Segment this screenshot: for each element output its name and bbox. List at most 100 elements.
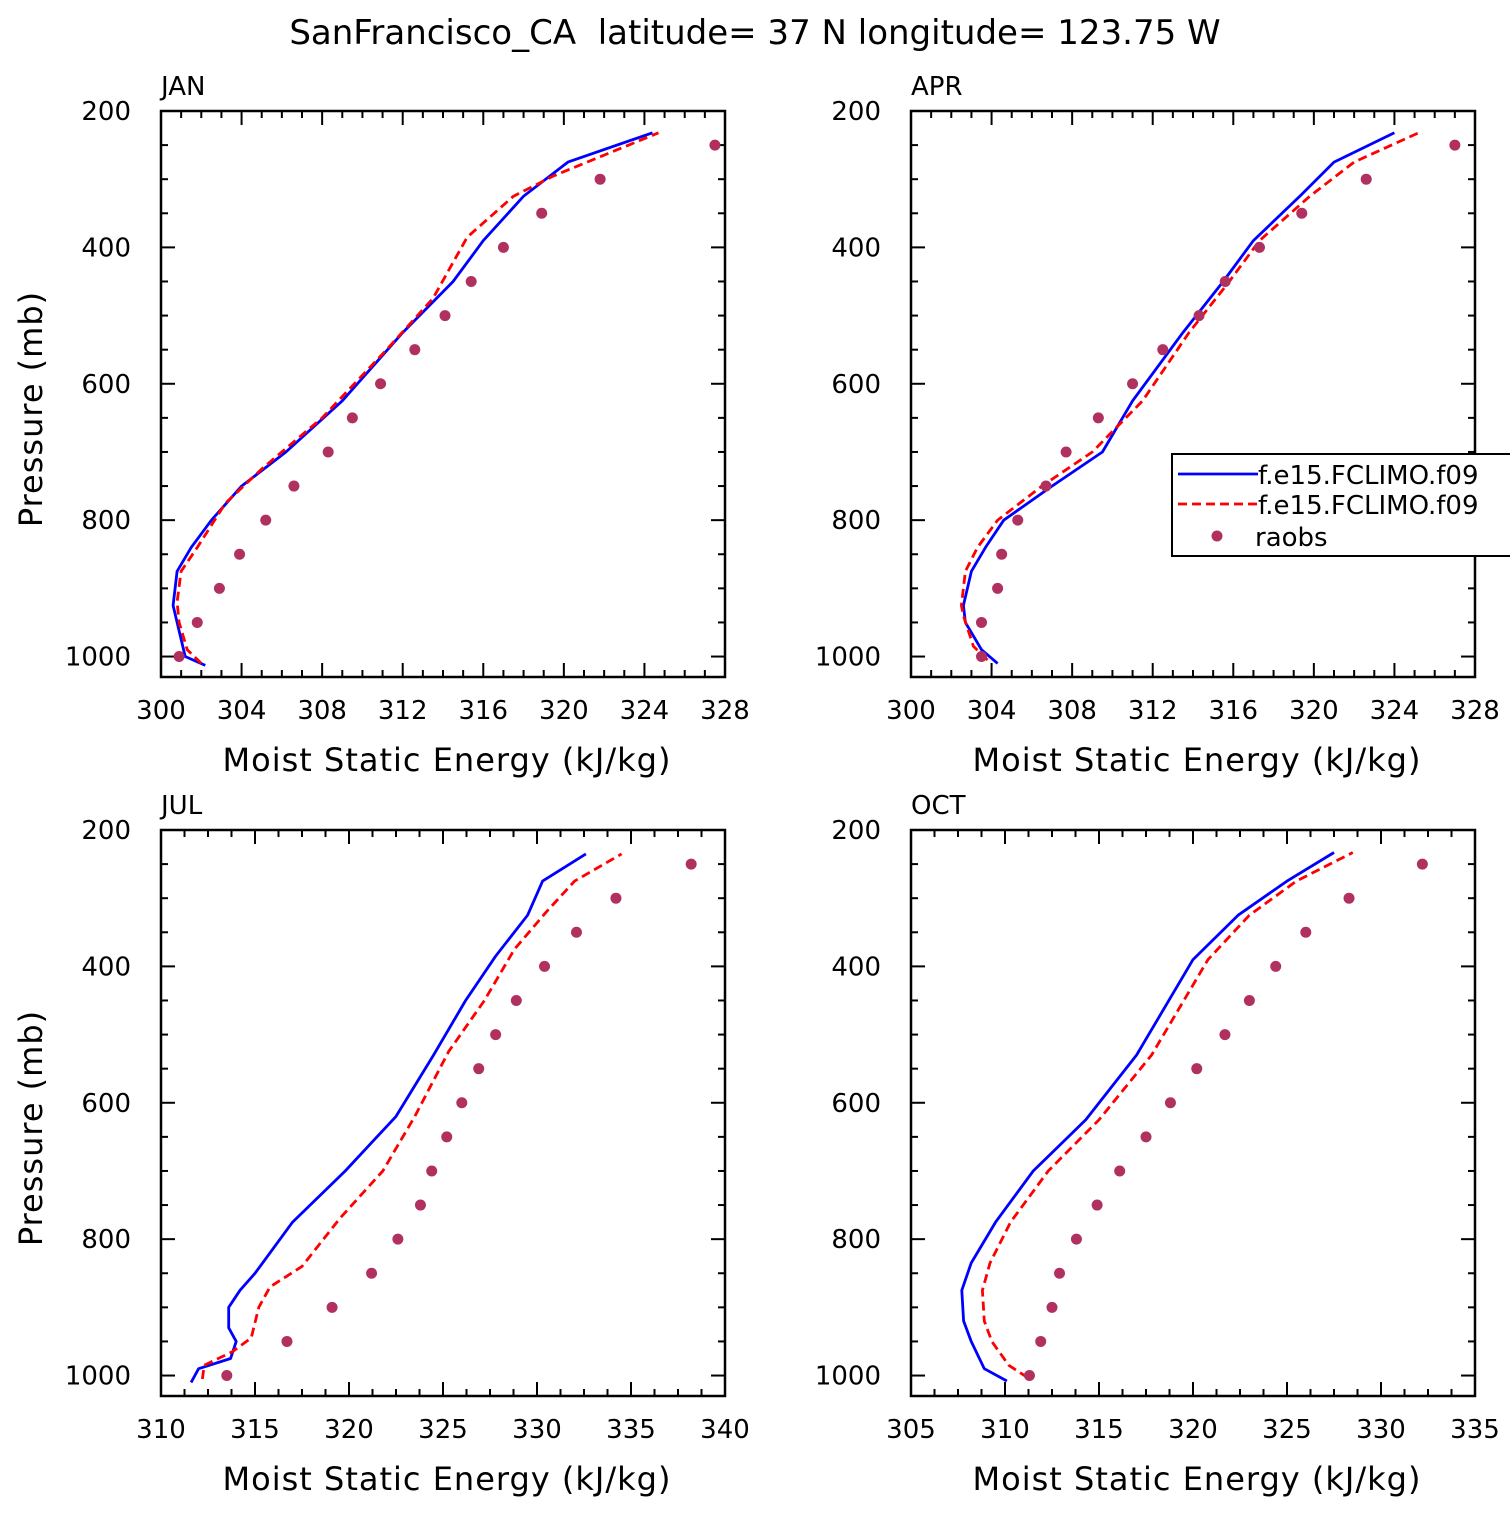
raobs-point: [594, 173, 606, 185]
raobs-point: [1300, 926, 1312, 938]
x-tick-label: 316: [458, 696, 508, 726]
raobs-point: [1296, 207, 1308, 219]
raobs-point: [375, 378, 387, 390]
y-tick-label: 600: [81, 370, 131, 400]
x-tick-label: 304: [217, 696, 267, 726]
legend-label: f.e15.FCLIMO.f09: [1258, 491, 1478, 521]
y-tick-label: 200: [831, 97, 881, 127]
x-axis-label: Moist Static Energy (kJ/kg): [223, 741, 672, 779]
y-tick-label: 800: [831, 506, 881, 536]
raobs-point: [473, 1063, 485, 1075]
raobs-point: [1416, 858, 1428, 870]
panel-jul: JUL 310 315 320 325 330 335 340 200 400 600 800 1000…: [12, 791, 750, 1498]
model-line-solid: [189, 852, 587, 1384]
x-tick-label: 340: [700, 1415, 750, 1445]
x-axis-label: Moist Static Energy (kJ/kg): [223, 1460, 672, 1498]
x-tick-label: 330: [1356, 1415, 1406, 1445]
panel-label: JAN: [159, 72, 205, 102]
panel-label: APR: [911, 72, 963, 102]
raobs-point: [281, 1335, 293, 1347]
raobs-point: [976, 616, 987, 628]
raobs-point: [1219, 1029, 1231, 1041]
data-layer: [960, 851, 1428, 1383]
x-tick-label: 328: [700, 696, 750, 726]
y-axis-label: Pressure (mb): [12, 291, 50, 527]
raobs-point: [1164, 1097, 1176, 1109]
raobs-point: [260, 514, 272, 526]
panel-label: OCT: [911, 791, 966, 821]
model-line-dashed: [960, 131, 1420, 662]
raobs-point: [1040, 480, 1052, 492]
y-tick-label: 400: [81, 952, 131, 982]
raobs-point: [1219, 275, 1231, 287]
x-tick-label: 316: [1208, 696, 1258, 726]
raobs-point: [1360, 173, 1372, 185]
x-tick-label: 325: [1262, 1415, 1312, 1445]
y-tick-label: 600: [831, 1089, 881, 1119]
x-tick-label: 320: [1289, 696, 1339, 726]
raobs-point: [191, 616, 203, 628]
y-tick-label: 800: [81, 1225, 131, 1255]
model-line-solid: [962, 131, 1396, 665]
x-tick-label: 312: [378, 696, 428, 726]
raobs-point: [996, 548, 1008, 560]
y-tick-label: 1000: [815, 1362, 881, 1392]
raobs-point: [539, 960, 551, 972]
x-tick-label: 328: [1450, 696, 1500, 726]
raobs-point: [1191, 1063, 1203, 1075]
x-tick-label: 325: [418, 1415, 468, 1445]
raobs-point: [1046, 1301, 1058, 1313]
raobs-point: [213, 582, 225, 594]
x-tick-label: 335: [606, 1415, 656, 1445]
model-line-dashed: [201, 852, 623, 1380]
raobs-point: [685, 858, 697, 870]
raobs-point: [1270, 960, 1282, 972]
raobs-point: [610, 892, 622, 904]
raobs-point: [1012, 514, 1024, 526]
raobs-point: [1023, 1370, 1035, 1382]
raobs-point: [1253, 241, 1265, 253]
raobs-point: [409, 344, 421, 356]
x-tick-label: 320: [324, 1415, 374, 1445]
plot-frame: [159, 828, 727, 1398]
raobs-point: [1140, 1131, 1152, 1143]
raobs-point: [510, 994, 522, 1006]
x-tick-label: 330: [512, 1415, 562, 1445]
plot-frame: [159, 109, 727, 679]
raobs-point: [288, 480, 300, 492]
legend-label: f.e15.FCLIMO.f09: [1258, 461, 1478, 491]
raobs-point: [1060, 446, 1072, 458]
raobs-point: [490, 1029, 502, 1041]
y-tick-label: 200: [81, 97, 131, 127]
raobs-point: [366, 1267, 378, 1279]
x-tick-label: 320: [539, 696, 589, 726]
raobs-point: [1127, 378, 1139, 390]
y-tick-label: 200: [81, 816, 131, 846]
y-tick-label: 800: [81, 506, 131, 536]
raobs-point: [326, 1301, 338, 1313]
data-layer: [171, 131, 721, 667]
data-layer: [189, 852, 697, 1384]
plot-frame: [909, 828, 1477, 1398]
model-line-solid: [960, 851, 1335, 1383]
x-axis-label: Moist Static Energy (kJ/kg): [973, 1460, 1422, 1498]
x-tick-label: 300: [136, 696, 186, 726]
raobs-point: [1091, 1199, 1103, 1211]
raobs-point: [1114, 1165, 1126, 1177]
y-tick-label: 400: [831, 233, 881, 263]
raobs-point: [441, 1131, 453, 1143]
raobs-point: [1054, 1267, 1066, 1279]
raobs-point: [976, 651, 987, 663]
y-tick-label: 600: [81, 1089, 131, 1119]
x-tick-label: 335: [1450, 1415, 1500, 1445]
x-tick-label: 324: [1370, 696, 1420, 726]
figure-title: SanFrancisco_CA latitude= 37 N longitude…: [289, 13, 1220, 53]
x-tick-label: 308: [297, 696, 347, 726]
model-line-dashed: [981, 851, 1354, 1379]
raobs-point: [234, 548, 246, 560]
x-tick-label: 310: [980, 1415, 1030, 1445]
x-axis-label: Moist Static Energy (kJ/kg): [973, 741, 1422, 779]
panel-jan: JAN 300 304 308 312 316 320 324 328 200 400 600 800 1…: [12, 72, 750, 779]
panel-label: JUL: [159, 791, 203, 821]
